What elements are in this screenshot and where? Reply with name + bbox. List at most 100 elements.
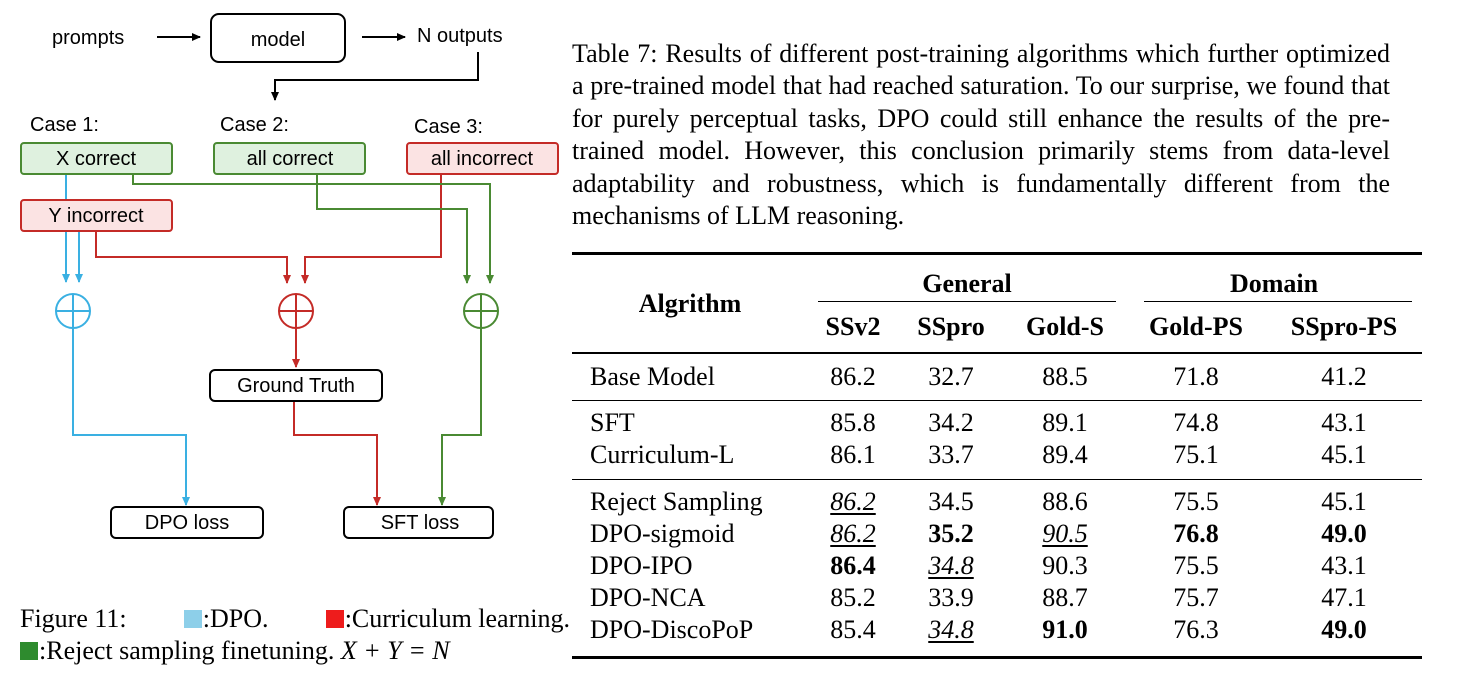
sft-loss-box — [343, 506, 494, 539]
all-incorrect-label: all incorrect — [431, 148, 534, 170]
table-cell: 86.2 — [830, 519, 876, 548]
table-column-header-row: SSv2 SSpro Gold-S Gold-PS SSpro-PS — [572, 302, 1422, 353]
row-algorithm-name: SFT — [590, 408, 635, 437]
table-row: Curriculum-L 86.1 33.7 89.4 75.1 45.1 — [572, 439, 1422, 480]
x-correct-box — [20, 142, 173, 175]
table-cell: 41.2 — [1321, 362, 1367, 391]
row-algorithm-name: Reject Sampling — [590, 487, 763, 516]
table-row: DPO-sigmoid 86.2 35.2 90.5 76.8 49.0 — [572, 518, 1422, 550]
algorithm-header: Algrithm — [638, 288, 742, 318]
figure-caption: Figure 11: :DPO. :Curriculum learning. :… — [20, 603, 570, 667]
dpo-combine-icon — [55, 293, 91, 329]
dpo-legend: :DPO. — [183, 603, 269, 635]
domain-group-header: Domain — [1126, 253, 1422, 302]
table-cell: 90.3 — [1042, 551, 1088, 580]
table-cell: 86.4 — [830, 551, 876, 580]
table-cell: 86.2 — [830, 362, 876, 391]
table-cell: 88.7 — [1042, 583, 1088, 612]
table-cell: 90.5 — [1042, 519, 1088, 548]
table-row: DPO-DiscoPoP 85.4 34.8 91.0 76.3 49.0 — [572, 614, 1422, 658]
reject-line-x — [132, 172, 494, 284]
table-cell: 75.7 — [1173, 583, 1219, 612]
outputs-to-cases-arrow — [271, 52, 479, 101]
table-cell: 85.4 — [830, 615, 876, 644]
column-header: SSv2 — [825, 312, 881, 341]
table-cell: 34.2 — [928, 408, 974, 437]
table-cell: 85.2 — [830, 583, 876, 612]
figure-label: Figure 11: — [20, 604, 127, 633]
table-cell: 32.7 — [928, 362, 974, 391]
table-cell: 91.0 — [1042, 615, 1088, 644]
table-cell: 49.0 — [1321, 615, 1367, 644]
table-row: Base Model 86.2 32.7 88.5 71.8 41.2 — [572, 353, 1422, 401]
table-caption: Table 7: Results of different post-train… — [572, 39, 1390, 231]
row-algorithm-name: Curriculum-L — [590, 440, 735, 469]
table-cell: 43.1 — [1321, 551, 1367, 580]
reject-to-sft — [438, 328, 482, 506]
curriculum-legend: :Curriculum learning. — [325, 603, 570, 635]
dpo-loss-label: DPO loss — [145, 512, 229, 534]
table-cell: 88.5 — [1042, 362, 1088, 391]
dpo-color-swatch — [183, 610, 202, 628]
table-cell: 43.1 — [1321, 408, 1367, 437]
column-header: SSpro — [917, 312, 985, 341]
row-algorithm-name: DPO-NCA — [590, 583, 706, 612]
table-row: Reject Sampling 86.2 34.5 88.6 75.5 45.1 — [572, 479, 1422, 519]
curriculum-line-y — [95, 230, 291, 284]
table-cell: 76.3 — [1173, 615, 1219, 644]
results-table: Algrithm General Domain SSv2 SSpro Gold-S Gold… — [572, 252, 1422, 659]
column-header: Gold-S — [1025, 312, 1105, 341]
all-correct-label: all correct — [247, 148, 334, 170]
ground-truth-label: Ground Truth — [237, 375, 355, 397]
row-algorithm-name: DPO-sigmoid — [590, 519, 735, 548]
dpo-loss-box — [110, 506, 264, 539]
table-cell: 76.8 — [1173, 519, 1219, 548]
dpo-to-loss — [72, 328, 190, 506]
outputs-label: N outputs — [417, 25, 503, 47]
case3-title: Case 3: — [414, 116, 483, 138]
table-cell: 86.2 — [830, 487, 876, 516]
table-row: DPO-NCA 85.2 33.9 88.7 75.7 47.1 — [572, 582, 1422, 614]
reject-legend: :Reject sampling finetuning. — [20, 636, 334, 665]
case2-title: Case 2: — [220, 114, 289, 136]
curriculum-combine-icon — [278, 293, 314, 329]
reject-line-allcorrect — [316, 173, 471, 284]
table-cell: 86.1 — [830, 440, 876, 469]
general-group-header: General — [808, 253, 1126, 302]
table-cell: 34.8 — [928, 551, 974, 580]
column-header: Gold-PS — [1149, 312, 1243, 341]
reject-combine-icon — [463, 293, 499, 329]
ground-truth-box — [209, 369, 383, 402]
table-cell: 33.7 — [928, 440, 974, 469]
y-incorrect-box — [20, 199, 173, 232]
sft-loss-label: SFT loss — [381, 512, 460, 534]
row-algorithm-name: DPO-IPO — [590, 551, 693, 580]
table-cell: 45.1 — [1321, 440, 1367, 469]
table-cell: 75.5 — [1173, 551, 1219, 580]
row-algorithm-name: DPO-DiscoPoP — [590, 615, 754, 644]
pipeline-diagram: prompts model N outputs Case 1: Case 2: … — [20, 13, 559, 539]
table-cell: 35.2 — [928, 519, 974, 548]
all-incorrect-box — [406, 142, 559, 175]
y-incorrect-label: Y incorrect — [48, 205, 144, 227]
table-cell: 49.0 — [1321, 519, 1367, 548]
table-cell: 34.8 — [928, 615, 974, 644]
table-cell: 33.9 — [928, 583, 974, 612]
table-cell: 74.8 — [1173, 408, 1219, 437]
x-correct-label: X correct — [56, 148, 136, 170]
table-cell: 75.5 — [1173, 487, 1219, 516]
model-box — [210, 13, 346, 63]
caption-equation: X + Y = N — [340, 636, 450, 665]
table-cell: 85.8 — [830, 408, 876, 437]
reject-color-swatch — [20, 642, 38, 660]
all-correct-box — [213, 142, 366, 175]
table-cell: 45.1 — [1321, 487, 1367, 516]
prompts-label: prompts — [52, 27, 124, 49]
column-header: SSpro-PS — [1290, 312, 1398, 341]
case1-title: Case 1: — [30, 114, 99, 136]
table-row: SFT 85.8 34.2 89.1 74.8 43.1 — [572, 400, 1422, 440]
table-row: DPO-IPO 86.4 34.8 90.3 75.5 43.1 — [572, 550, 1422, 582]
table-cell: 75.1 — [1173, 440, 1219, 469]
curriculum-line-allincorrect — [301, 175, 442, 284]
curriculum-color-swatch — [325, 610, 344, 628]
